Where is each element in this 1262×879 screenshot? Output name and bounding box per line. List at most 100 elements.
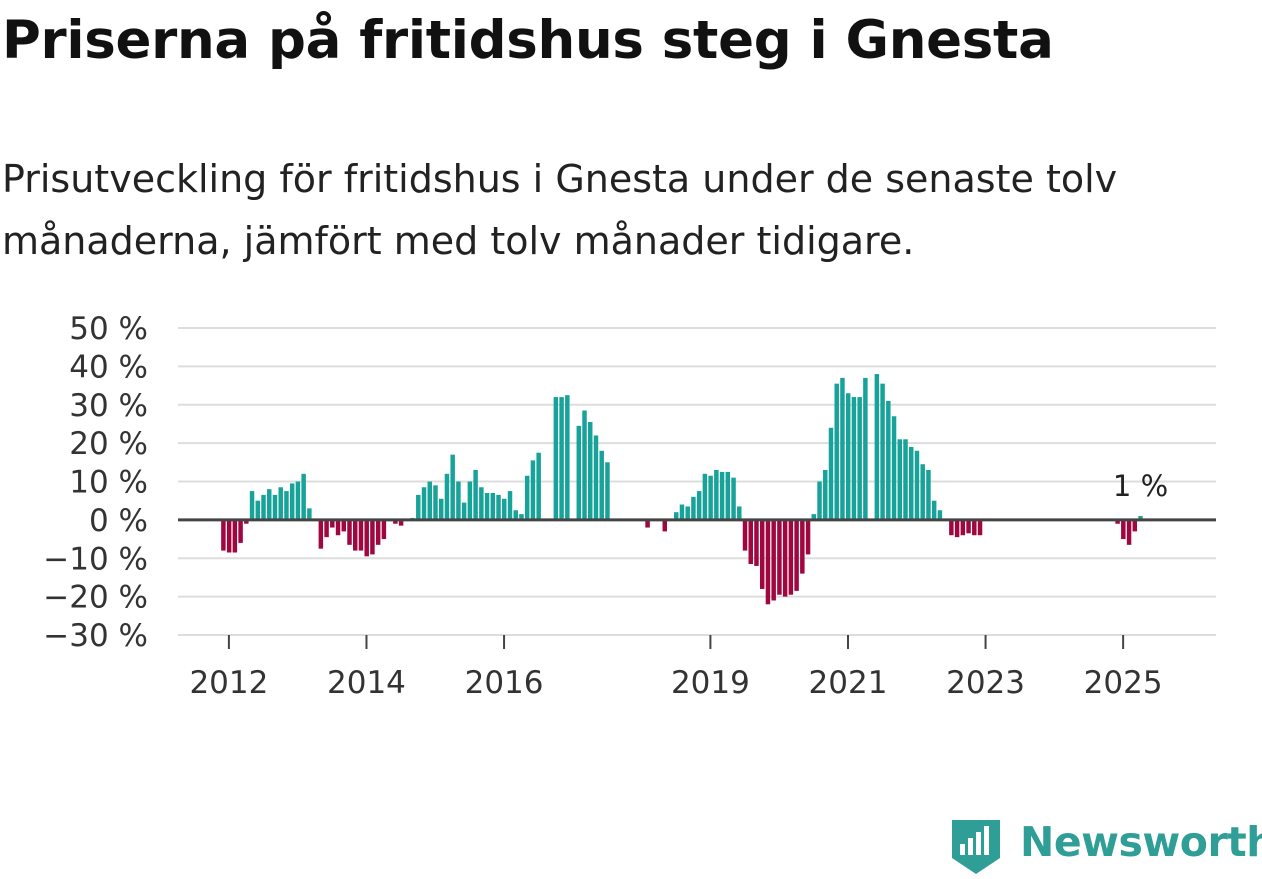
bar	[800, 519, 805, 574]
bar	[725, 471, 731, 520]
y-tick-label: 40 %	[69, 349, 148, 385]
bar	[977, 519, 983, 536]
bar	[358, 519, 364, 551]
bar	[845, 393, 851, 520]
gridlines	[178, 327, 1216, 636]
bar	[691, 496, 696, 520]
bar	[811, 514, 817, 520]
bar	[897, 439, 903, 520]
bar	[438, 498, 444, 520]
bar	[232, 519, 238, 553]
bar	[719, 471, 725, 520]
bar	[461, 502, 467, 520]
bar	[421, 487, 427, 520]
bar	[972, 519, 977, 536]
y-axis-labels: 50 %40 %30 %20 %10 %0 %−10 %−20 %−30 %	[43, 311, 148, 654]
bar	[519, 514, 524, 520]
y-tick-label: 20 %	[69, 426, 148, 462]
bar	[289, 483, 295, 520]
bar	[926, 469, 931, 520]
bar	[737, 506, 742, 520]
bar	[714, 469, 719, 520]
bar	[295, 481, 301, 520]
bar	[754, 519, 759, 566]
bar	[267, 489, 272, 520]
bar	[450, 454, 455, 520]
bar	[278, 487, 283, 520]
bar	[794, 519, 799, 591]
bar	[496, 494, 501, 520]
bar	[759, 519, 765, 589]
bar	[416, 494, 421, 520]
brand-name: Newsworthy	[1020, 818, 1262, 866]
bar	[479, 487, 484, 520]
x-tick-label: 2019	[671, 665, 750, 701]
bar	[771, 519, 776, 601]
bar	[1115, 519, 1120, 524]
bar	[524, 475, 530, 520]
bar	[398, 519, 404, 526]
bar	[249, 491, 255, 520]
bar	[502, 498, 507, 520]
bar	[341, 519, 347, 532]
bar	[931, 500, 937, 520]
chart-subtitle: Prisutveckling för fritidshus i Gnesta u…	[2, 157, 1118, 263]
bar	[507, 491, 513, 520]
bar	[284, 491, 289, 520]
bar	[909, 446, 914, 520]
bar	[1121, 519, 1126, 540]
bar	[588, 422, 593, 520]
bar	[696, 491, 702, 520]
x-tick-label: 2025	[1084, 665, 1163, 701]
bar	[335, 519, 341, 536]
bar	[324, 519, 329, 538]
bar	[805, 519, 811, 555]
bar	[244, 519, 249, 524]
bar	[748, 519, 753, 565]
bar	[530, 460, 536, 520]
bar	[920, 464, 925, 520]
bar	[863, 377, 868, 520]
bar	[513, 510, 518, 520]
bar	[674, 512, 679, 520]
x-axis: 2012 2014 2016 2019 2021 2023 2025	[189, 635, 1163, 701]
bar	[788, 519, 794, 595]
bar	[874, 374, 880, 520]
bar	[318, 519, 324, 549]
bar	[490, 493, 496, 520]
bar	[484, 493, 490, 520]
bar	[645, 519, 650, 528]
bar	[891, 416, 897, 520]
bar	[467, 481, 473, 520]
bar	[353, 519, 358, 551]
bar	[330, 519, 335, 528]
bar	[851, 397, 857, 520]
bar	[599, 450, 604, 520]
bar	[914, 450, 920, 520]
y-tick-label: −10 %	[43, 541, 148, 577]
newsworthy-logo[interactable]: Newsworthy	[950, 818, 1262, 874]
x-tick-label: 2016	[465, 665, 544, 701]
bar	[823, 469, 828, 520]
bar	[949, 519, 954, 536]
bar	[444, 473, 450, 520]
bar	[576, 425, 582, 520]
x-tick-label: 2021	[809, 665, 888, 701]
bar	[536, 452, 541, 520]
bar	[238, 519, 243, 543]
bar	[473, 469, 478, 520]
bar	[817, 481, 822, 520]
x-tick-label: 2023	[946, 665, 1025, 701]
y-tick-label: 30 %	[69, 388, 148, 424]
bar	[960, 519, 966, 536]
bar	[565, 395, 570, 520]
bar	[605, 462, 610, 520]
x-tick-label: 2012	[189, 665, 268, 701]
bar	[553, 397, 559, 520]
bar	[393, 519, 398, 524]
bar	[307, 508, 312, 520]
bar	[903, 439, 908, 520]
bar	[777, 519, 782, 595]
bar	[782, 519, 788, 597]
bar	[1126, 519, 1132, 545]
